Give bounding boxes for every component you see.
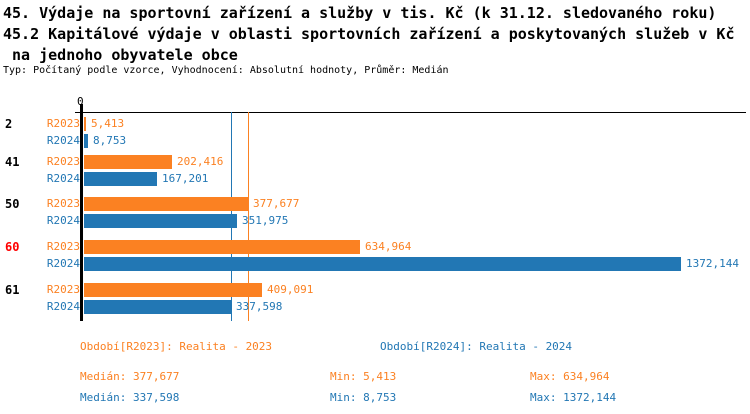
legend-item-r2024: Období[R2024]: Realita - 2024 — [380, 340, 573, 353]
stat-max-r2024: Max: 1372,144 — [530, 391, 617, 404]
bar-value-label-r2023-cat2: 5,413 — [91, 117, 125, 130]
category-label-61: 61 — [5, 283, 20, 297]
bar-value-label-r2023-cat61: 409,091 — [267, 283, 314, 296]
bar-value-label-r2023-cat60: 634,964 — [365, 240, 412, 253]
x-axis-line — [75, 112, 746, 113]
bar-value-label-r2024-cat2: 8,753 — [93, 134, 127, 147]
category-label-60: 60 — [5, 240, 20, 254]
bar-r2024-cat50 — [84, 214, 237, 228]
chart-title-line2: 45.2 Kapitálové výdaje v oblasti sportov… — [3, 25, 735, 43]
chart-meta-line: Typ: Počítaný podle vzorce, Vyhodnocení:… — [3, 65, 449, 76]
bar-r2024-cat41 — [84, 172, 157, 186]
category-label-2: 2 — [5, 117, 13, 131]
series-label-r2024: R2024 — [46, 134, 80, 147]
series-label-r2023: R2023 — [46, 283, 80, 296]
bar-r2023-cat2 — [84, 117, 86, 131]
stat-min-r2023: Min: 5,413 — [330, 370, 397, 383]
bar-r2023-cat50 — [84, 197, 248, 211]
legend-item-r2023: Období[R2023]: Realita - 2023 — [80, 340, 273, 353]
series-label-r2023: R2023 — [46, 240, 80, 253]
category-label-41: 41 — [5, 155, 20, 169]
bar-r2024-cat2 — [84, 134, 88, 148]
bar-value-label-r2024-cat41: 167,201 — [162, 172, 209, 185]
series-label-r2024: R2024 — [46, 214, 80, 227]
category-label-50: 50 — [5, 197, 20, 211]
median-reference-line-r2023 — [248, 112, 250, 321]
stat-median-r2023: Medián: 377,677 — [80, 370, 180, 383]
bar-r2023-cat60 — [84, 240, 360, 254]
bar-value-label-r2023-cat50: 377,677 — [253, 197, 300, 210]
x-axis-zero-tick-label: 0 — [77, 95, 84, 108]
stat-min-r2024: Min: 8,753 — [330, 391, 397, 404]
bar-r2024-cat60 — [84, 257, 681, 271]
chart-title-line3: na jednoho obyvatele obce — [3, 46, 238, 64]
bar-value-label-r2024-cat61: 337,598 — [236, 300, 283, 313]
bar-r2023-cat61 — [84, 283, 262, 297]
series-label-r2024: R2024 — [46, 300, 80, 313]
stat-median-r2024: Medián: 337,598 — [80, 391, 180, 404]
bar-r2024-cat61 — [84, 300, 231, 314]
y-axis-line — [80, 104, 83, 321]
bar-value-label-r2023-cat41: 202,416 — [177, 155, 224, 168]
series-label-r2024: R2024 — [46, 172, 80, 185]
series-label-r2024: R2024 — [46, 257, 80, 270]
series-label-r2023: R2023 — [46, 197, 80, 210]
series-label-r2023: R2023 — [46, 155, 80, 168]
bar-r2023-cat41 — [84, 155, 172, 169]
bar-value-label-r2024-cat50: 351,975 — [242, 214, 289, 227]
chart-title-line1: 45. Výdaje na sportovní zařízení a služb… — [3, 4, 717, 22]
bar-value-label-r2024-cat60: 1372,144 — [686, 257, 739, 270]
series-label-r2023: R2023 — [46, 117, 80, 130]
stat-max-r2023: Max: 634,964 — [530, 370, 610, 383]
